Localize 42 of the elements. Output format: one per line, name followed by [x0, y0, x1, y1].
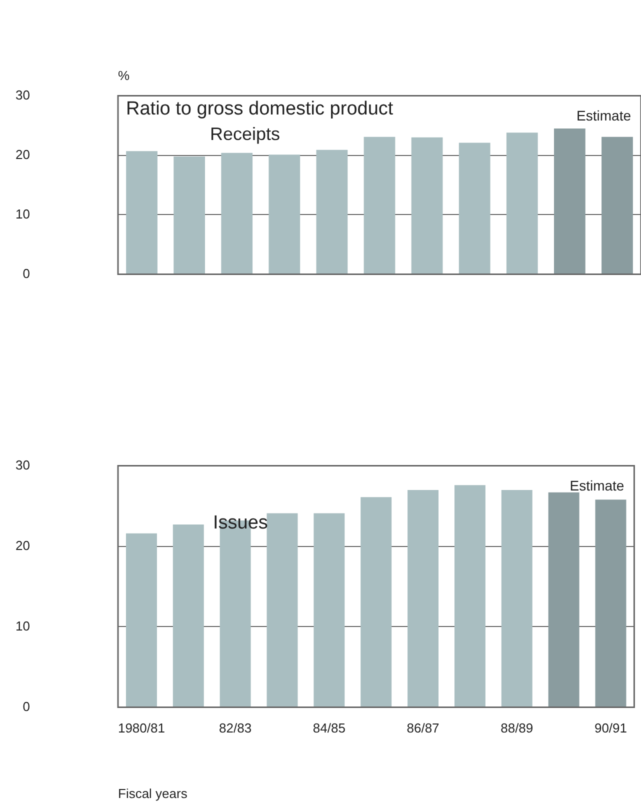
y-tick-label: 0: [22, 266, 30, 281]
x-tick-label: 90/91: [594, 720, 628, 736]
bar: [360, 497, 392, 707]
bar: [221, 152, 253, 274]
bar: [554, 128, 586, 274]
annotation: Estimate: [570, 478, 624, 494]
bar: [506, 132, 538, 274]
y-axis-title: %: [118, 68, 130, 83]
x-tick-label: 86/87: [406, 720, 440, 736]
bar: [172, 524, 204, 707]
y-tick-label: 30: [16, 457, 30, 472]
bar: [126, 533, 157, 707]
bar: [314, 513, 345, 707]
annotation: Estimate: [576, 108, 632, 124]
bar: [266, 513, 298, 707]
bar: [458, 142, 490, 274]
x-tick-label: 88/89: [500, 720, 534, 736]
text: Issues: [213, 512, 268, 534]
bar: [408, 490, 439, 707]
bar: [548, 492, 580, 707]
bar: [174, 156, 206, 274]
bar: [126, 151, 158, 274]
y-tick-label: 10: [16, 618, 30, 634]
y-tick-label: 0: [22, 698, 30, 714]
bar: [411, 137, 443, 274]
x-tick-label: 84/85: [312, 720, 346, 736]
y-tick-label: 20: [16, 538, 30, 553]
bar: [602, 136, 633, 274]
chart-title: Ratio to gross domestic product: [126, 98, 394, 120]
bar: [595, 500, 626, 707]
bar: [268, 154, 300, 274]
bar: [316, 150, 348, 274]
text: Receipts: [210, 124, 280, 144]
x-tick-label: 1980/81: [118, 720, 165, 736]
y-tick-label: 30: [16, 87, 30, 102]
bar: [364, 136, 396, 274]
y-tick-label: 20: [16, 146, 30, 162]
bar: [454, 485, 486, 707]
bar: [501, 490, 532, 707]
x-axis-title: Fiscal years: [118, 786, 188, 802]
y-tick-label: 10: [16, 206, 30, 222]
x-tick-label: 82/83: [219, 720, 252, 736]
